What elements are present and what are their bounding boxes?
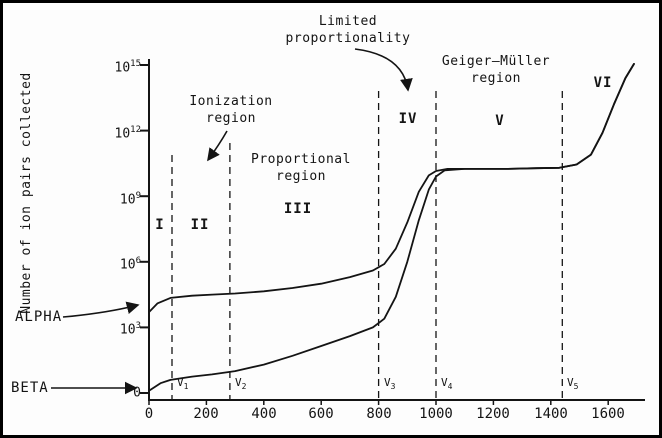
- boundary-label-v3: V3: [384, 376, 396, 392]
- y-tick-10e15: 1015: [114, 59, 142, 76]
- boundary-label-v2: V2: [235, 376, 247, 392]
- y-tick-0: 0: [133, 385, 141, 401]
- y-tick-10e9: 109: [119, 191, 141, 208]
- ionization-region-arrow: [207, 130, 228, 162]
- y-tick-10e3: 103: [119, 321, 141, 338]
- boundary-label-v1: V1: [177, 376, 189, 392]
- beta-curve-label: BETA: [11, 380, 49, 396]
- limited-proportionality-label: Limited proportionality: [285, 14, 411, 46]
- boundary-label-v5: V5: [567, 376, 579, 392]
- limited-proportionality-arrow: [354, 48, 413, 92]
- x-tick-800: 800: [366, 406, 392, 422]
- proportional-region-label: Proportional region: [251, 152, 351, 184]
- y-tick-10e6: 106: [119, 256, 141, 273]
- region-numeral-3: III: [283, 201, 313, 217]
- ionization-region-label: Ionization region: [189, 94, 273, 126]
- x-tick-0: 0: [144, 406, 154, 422]
- x-tick-1000: 1000: [419, 406, 453, 422]
- alpha-curve-label: ALPHA: [15, 309, 63, 325]
- geiger-muller-region-label: Geiger–Müller region: [441, 54, 551, 86]
- alpha-curve-arrow: [62, 301, 140, 318]
- x-tick-1200: 1200: [476, 406, 510, 422]
- generated-plot-layer: [140, 59, 645, 405]
- region-numeral-4: IV: [398, 111, 418, 127]
- annotation-arrows: [51, 48, 413, 395]
- boundary-label-v4: V4: [441, 376, 453, 392]
- x-tick-600: 600: [308, 406, 334, 422]
- x-tick-1400: 1400: [534, 406, 568, 422]
- region-numeral-2: II: [190, 217, 210, 233]
- x-tick-1600: 1600: [591, 406, 625, 422]
- beta-curve: [148, 63, 635, 392]
- plot-canvas: [51, 48, 645, 405]
- x-tick-200: 200: [193, 406, 219, 422]
- region-numeral-5: V: [495, 113, 505, 129]
- y-tick-10e12: 1012: [114, 125, 142, 142]
- region-numeral-6: VI: [593, 75, 613, 91]
- y-axis-title: Number of ion pairs collected: [19, 72, 34, 314]
- region-numeral-1: I: [155, 217, 165, 233]
- x-tick-400: 400: [251, 406, 277, 422]
